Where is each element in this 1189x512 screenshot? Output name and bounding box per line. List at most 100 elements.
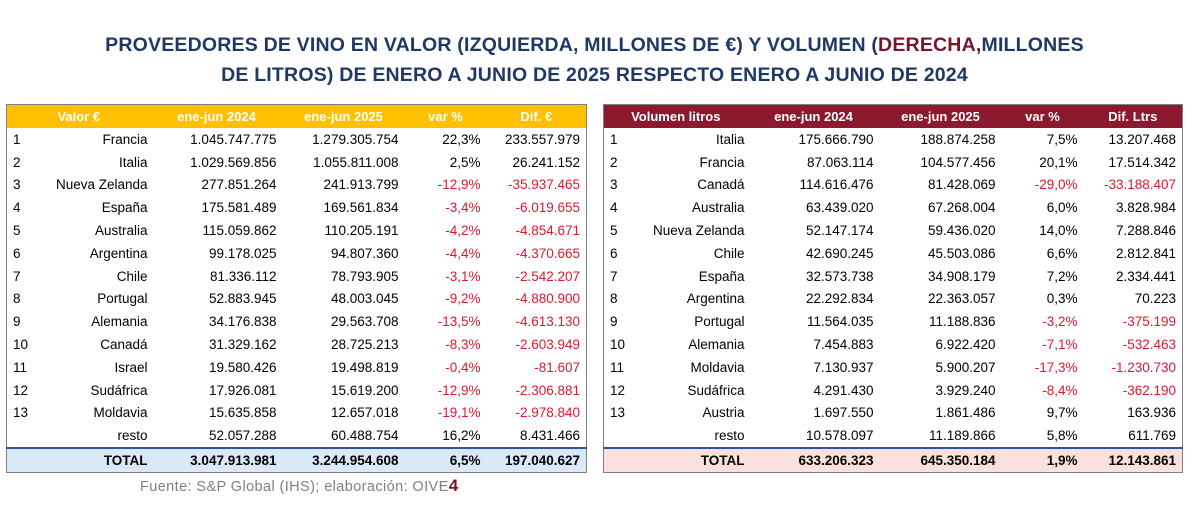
var-cell: 7,5% <box>1046 131 1078 147</box>
total-var-cell: 6,5% <box>404 447 487 473</box>
header-2024: ene-jun 2024 <box>747 104 880 128</box>
country-cell: Nueva Zelanda <box>55 177 148 193</box>
value-2024-cell: 22.292.834 <box>805 291 874 307</box>
dif-cell: 611.769 <box>1128 428 1177 444</box>
total-label: TOTAL <box>40 447 151 473</box>
dif-cell: -2.306.881 <box>515 382 581 398</box>
var-cell: 14,0% <box>1039 223 1078 239</box>
table-row: 9 Portugal 11.564.035 11.188.836 -3,2% -375.1… <box>604 310 1183 333</box>
var-cell: -19,1% <box>437 405 481 421</box>
var-cell: -7,1% <box>1042 337 1078 353</box>
table-row: 4 España 175.581.489 169.561.834 -3,4% -6.019… <box>7 196 587 219</box>
rank-cell: 5 <box>610 223 618 239</box>
value-2024-cell: 34.176.838 <box>208 314 277 330</box>
var-cell: 16,2% <box>442 428 481 444</box>
table-row: 13 Austria 1.697.550 1.861.486 9,7% 163.936 <box>604 402 1183 425</box>
value-2025-cell: 81.428.069 <box>927 177 996 193</box>
dif-cell: -532.463 <box>1122 337 1177 353</box>
volume-table-header: Volumen litros ene-jun 2024 ene-jun 2025… <box>603 104 1183 128</box>
value-2024-cell: 277.851.264 <box>201 177 277 193</box>
value-2025-cell: 60.488.754 <box>330 428 399 444</box>
var-cell: 20,1% <box>1039 154 1078 170</box>
table-row: resto 10.578.097 11.189.866 5,8% 611.769 <box>604 424 1183 448</box>
country-cell: España <box>698 268 745 284</box>
total-var-cell: 1,9% <box>1001 447 1084 473</box>
total-blank-cell <box>603 447 638 473</box>
dif-cell: -4.854.671 <box>515 223 581 239</box>
value-2024-cell: 10.578.097 <box>805 428 874 444</box>
rank-cell: 11 <box>13 359 28 375</box>
var-cell: -4,2% <box>445 223 481 239</box>
country-cell: Portugal <box>97 291 148 307</box>
total-label: TOTAL <box>637 447 748 473</box>
value-2025-cell: 29.563.708 <box>330 314 399 330</box>
dif-cell: -35.937.465 <box>507 177 581 193</box>
country-cell: Chile <box>116 268 148 284</box>
header-volumen: Volumen litros <box>603 104 748 128</box>
header-dif: Dif. Ltrs <box>1083 104 1183 128</box>
country-cell: Francia <box>699 154 745 170</box>
value-2024-cell: 15.635.858 <box>208 405 277 421</box>
dif-cell: 3.828.984 <box>1115 200 1177 216</box>
rank-cell: 6 <box>610 245 618 261</box>
dif-cell: -375.199 <box>1122 314 1177 330</box>
table-row: 11 Israel 19.580.426 19.498.819 -0,4% -81.607 <box>7 356 587 379</box>
country-cell: resto <box>117 428 148 444</box>
value-2025-cell: 1.279.305.754 <box>312 131 399 147</box>
var-cell: 2,5% <box>449 154 481 170</box>
dif-cell: -1.230.730 <box>1111 359 1177 375</box>
rank-cell: 12 <box>610 382 626 398</box>
value-2025-cell: 12.657.018 <box>330 405 399 421</box>
value-2025-cell: 3.929.240 <box>935 382 996 398</box>
value-2024-cell: 175.666.790 <box>798 131 874 147</box>
value-2025-cell: 1.861.486 <box>935 405 996 421</box>
value-2024-cell: 17.926.081 <box>208 382 277 398</box>
table-row: 10 Canadá 31.329.162 28.725.213 -8,3% -2.603.… <box>7 333 587 356</box>
country-cell: España <box>101 200 148 216</box>
value-2025-cell: 19.498.819 <box>330 359 399 375</box>
volume-table: Volumen litros ene-jun 2024 ene-jun 2025… <box>603 104 1184 473</box>
var-cell: 5,8% <box>1046 428 1078 444</box>
dif-cell: 7.288.846 <box>1115 223 1177 239</box>
dif-cell: -2.603.949 <box>515 337 581 353</box>
rank-cell: 8 <box>610 291 618 307</box>
value-2024-cell: 115.059.862 <box>202 223 277 239</box>
table-row: 3 Canadá 114.616.476 81.428.069 -29,0% -33.18… <box>604 174 1183 197</box>
dif-cell: -4.370.665 <box>515 245 581 261</box>
header-var: var % <box>1001 104 1084 128</box>
value-2024-cell: 1.045.747.775 <box>190 131 277 147</box>
title-line-1: PROVEEDORES DE VINO EN VALOR (IZQUIERDA,… <box>105 34 1084 56</box>
dif-cell: 13.207.468 <box>1108 131 1177 147</box>
rank-cell: 10 <box>610 337 626 353</box>
value-2025-cell: 28.725.213 <box>330 337 399 353</box>
dif-cell: -4.880.900 <box>515 291 581 307</box>
var-cell: 6,6% <box>1046 245 1078 261</box>
country-cell: Argentina <box>686 291 745 307</box>
country-cell: Australia <box>94 223 148 239</box>
rank-cell <box>7 424 41 448</box>
value-2024-cell: 52.883.945 <box>208 291 277 307</box>
country-cell: Argentina <box>89 245 148 261</box>
header-var: var % <box>404 104 487 128</box>
page-title: PROVEEDORES DE VINO EN VALOR (IZQUIERDA,… <box>0 30 1189 90</box>
dif-cell: 17.514.342 <box>1108 154 1177 170</box>
country-cell: resto <box>714 428 745 444</box>
rank-cell: 1 <box>610 131 618 147</box>
rank-cell: 4 <box>13 200 21 216</box>
value-2025-cell: 6.922.420 <box>935 337 996 353</box>
rank-cell: 5 <box>13 223 21 239</box>
country-cell: Alemania <box>91 314 148 330</box>
var-cell: -8,4% <box>1042 382 1078 398</box>
value-2025-cell: 241.913.799 <box>323 177 399 193</box>
rank-cell: 7 <box>610 268 618 284</box>
value-2024-cell: 52.057.288 <box>208 428 277 444</box>
value-2024-cell: 63.439.020 <box>805 200 874 216</box>
table-row: 12 Sudáfrica 4.291.430 3.929.240 -8,4% -362.1… <box>604 379 1183 402</box>
total-2024-cell: 633.206.323 <box>747 447 880 473</box>
var-cell: -13,5% <box>437 314 481 330</box>
value-2025-cell: 15.619.200 <box>330 382 399 398</box>
dif-cell: -362.190 <box>1122 382 1177 398</box>
dif-cell: 163.936 <box>1127 405 1177 421</box>
value-2024-cell: 4.291.430 <box>813 382 874 398</box>
country-cell: Moldavia <box>93 405 148 421</box>
